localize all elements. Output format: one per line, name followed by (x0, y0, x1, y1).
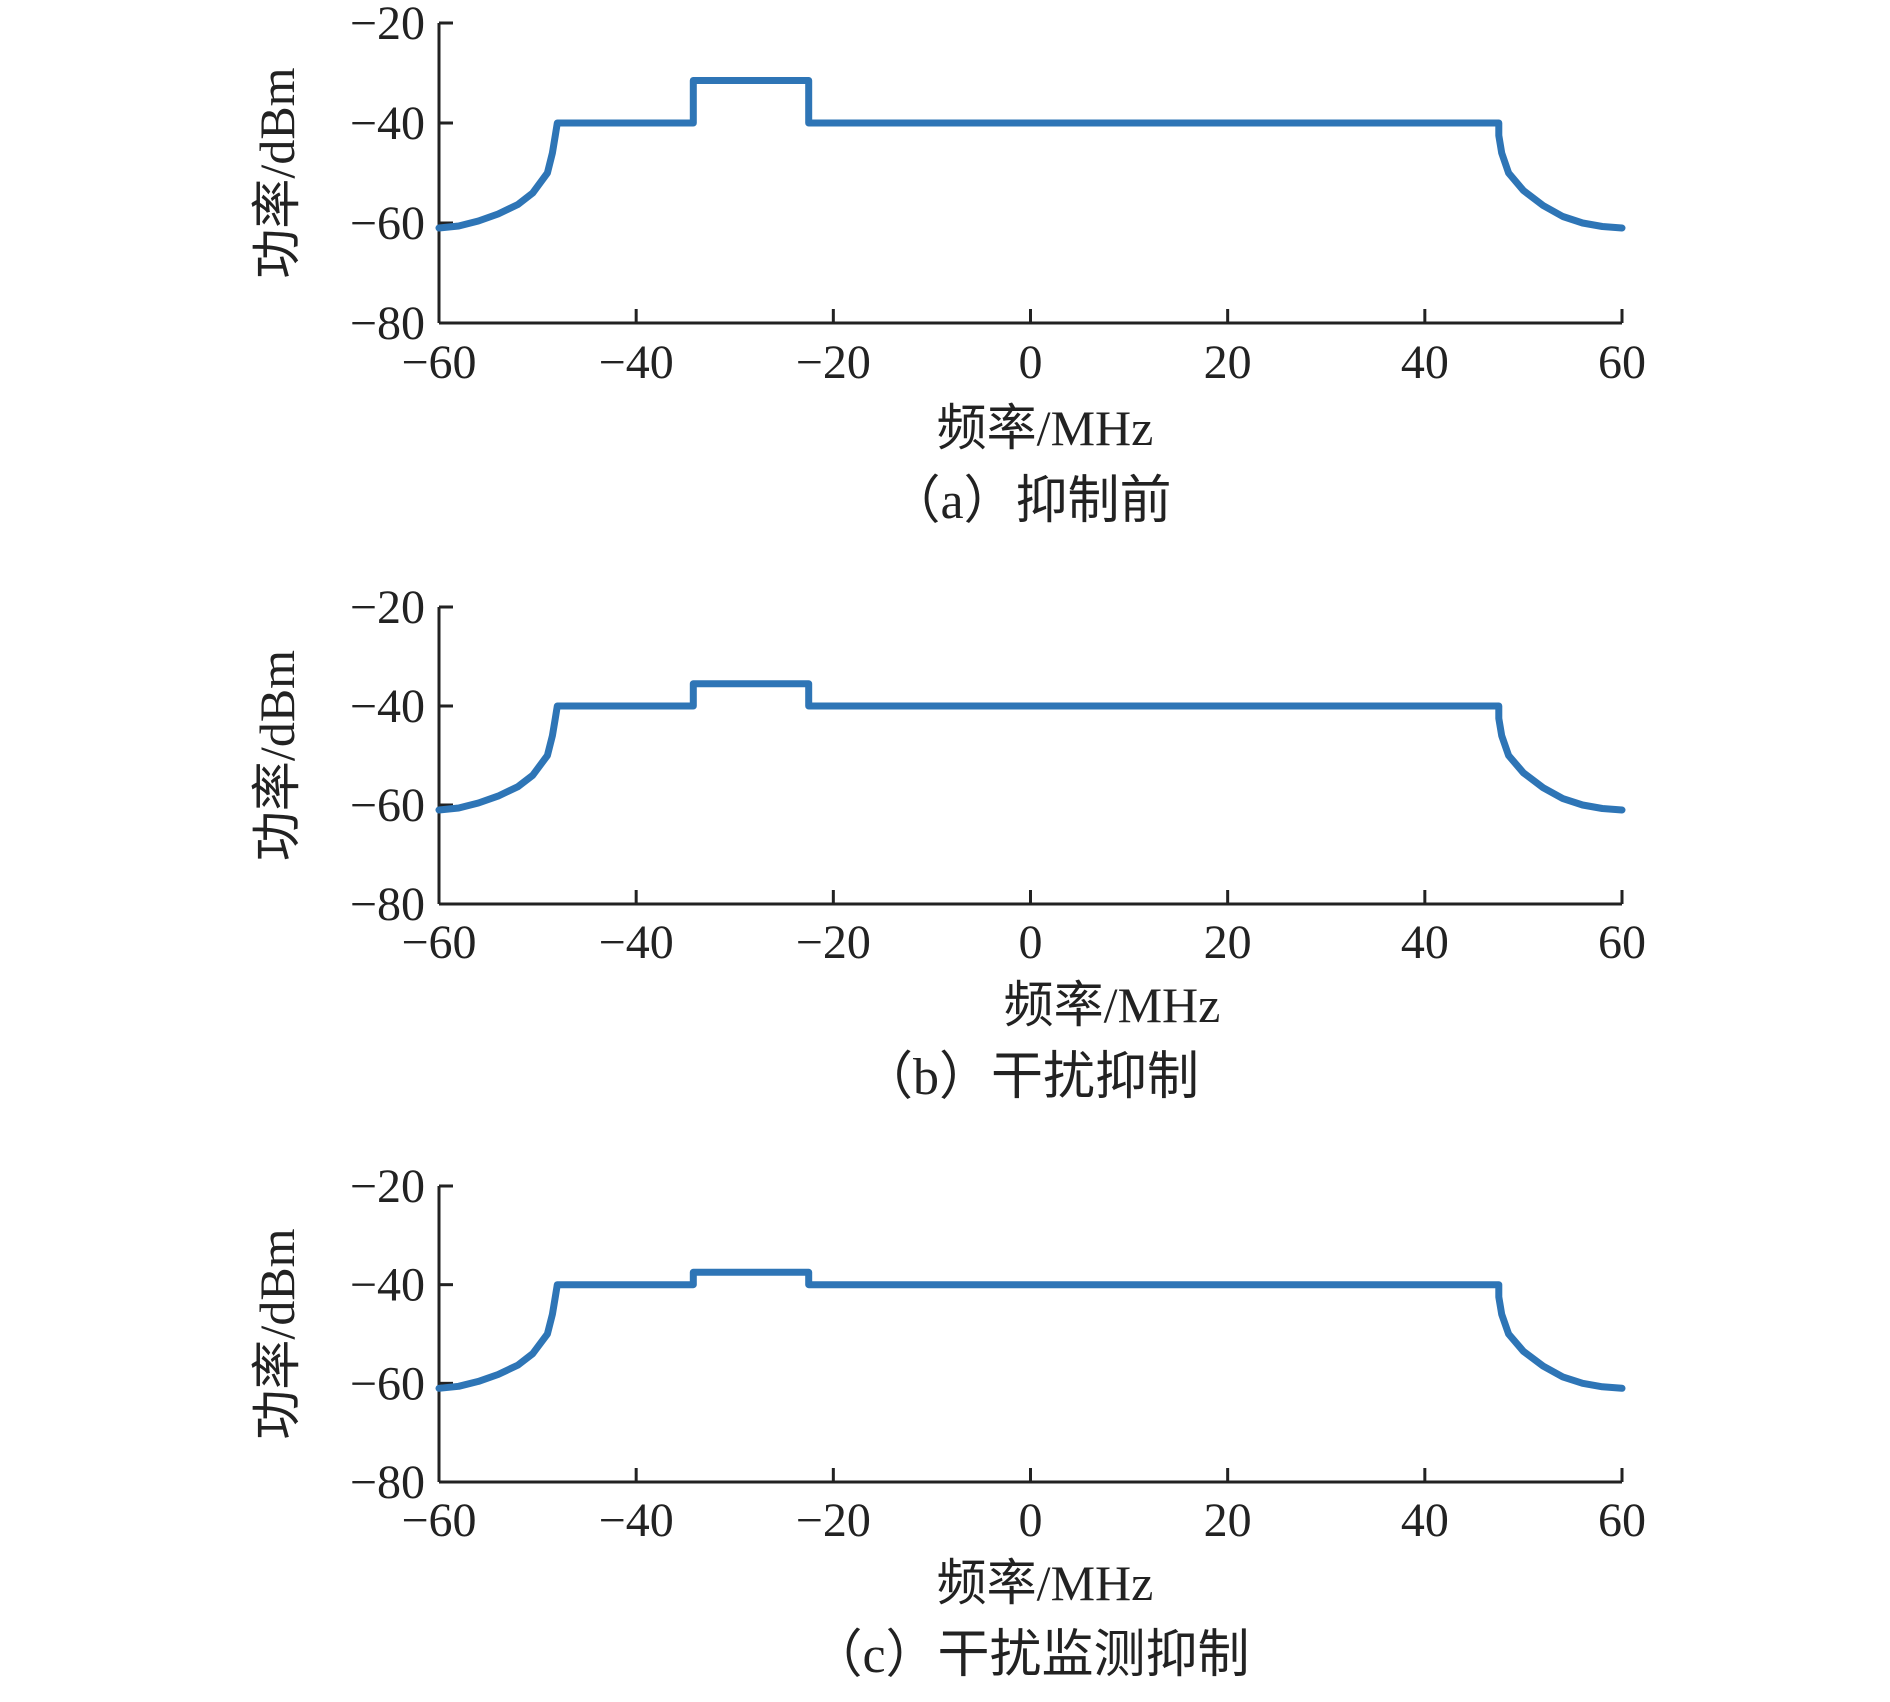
series-line-0 (435, 77, 1626, 232)
y-tick-label: −40 (350, 97, 425, 150)
x-tick-label: 20 (1204, 1494, 1252, 1547)
x-tick-label: −40 (599, 1494, 674, 1547)
y-tick-label: −20 (350, 0, 425, 50)
x-axis-title: 频率/MHz (1004, 977, 1221, 1033)
y-tick-label: −80 (350, 297, 425, 350)
x-tick-label: −60 (401, 336, 476, 389)
x-tick-label: −20 (796, 1494, 871, 1547)
y-tick-label: −60 (350, 779, 425, 832)
chart-panel-0: −20−40−60−80−60 −40 −20 0 20 40 60功率/dBm频率/MHz… (249, 0, 1646, 530)
x-tick-label: 40 (1401, 336, 1449, 389)
y-tick-label: −60 (350, 197, 425, 250)
x-tick-label: 20 (1204, 916, 1252, 969)
series-line-0 (435, 680, 1626, 814)
x-tick-label: 40 (1401, 1494, 1449, 1547)
x-tick-label: 0 (1019, 1494, 1043, 1547)
x-tick-label: −40 (599, 916, 674, 969)
x-tick-label: 0 (1019, 916, 1043, 969)
y-tick-label: −20 (350, 1160, 425, 1213)
panel-caption: （a）抑制前 (888, 473, 1171, 530)
chart-panel-2: −20−40−60−80−60 −40 −20 0 20 40 60功率/dBm频率/MHz… (249, 1160, 1646, 1684)
y-axis-title: 功率/dBm (249, 650, 305, 861)
x-tick-label: −40 (599, 336, 674, 389)
x-tick-label: 0 (1019, 336, 1043, 389)
y-tick-label: −20 (350, 581, 425, 634)
y-tick-label: −80 (350, 878, 425, 931)
series-line-0 (435, 1268, 1626, 1392)
x-tick-label: 60 (1598, 1494, 1646, 1547)
y-tick-label: −40 (350, 1259, 425, 1312)
x-tick-label: 60 (1598, 916, 1646, 969)
x-axis-title: 频率/MHz (937, 400, 1154, 456)
chart-panel-1: −20−40−60−80−60 −40 −20 0 20 40 60功率/dBm频率/MHz… (249, 581, 1646, 1106)
x-tick-label: −20 (796, 916, 871, 969)
x-tick-label: −60 (401, 1494, 476, 1547)
y-tick-label: −60 (350, 1357, 425, 1410)
x-tick-label: −60 (401, 916, 476, 969)
panel-caption: （b）干扰抑制 (861, 1049, 1199, 1106)
y-tick-label: −80 (350, 1456, 425, 1509)
y-axis-title: 功率/dBm (249, 1228, 305, 1439)
y-tick-label: −40 (350, 680, 425, 733)
x-tick-label: 60 (1598, 336, 1646, 389)
x-tick-label: 40 (1401, 916, 1449, 969)
x-tick-label: −20 (796, 336, 871, 389)
x-axis-title: 频率/MHz (937, 1555, 1154, 1611)
y-axis-title: 功率/dBm (249, 67, 305, 278)
x-tick-label: 20 (1204, 336, 1252, 389)
panel-caption: （c）干扰监测抑制 (810, 1627, 1249, 1684)
